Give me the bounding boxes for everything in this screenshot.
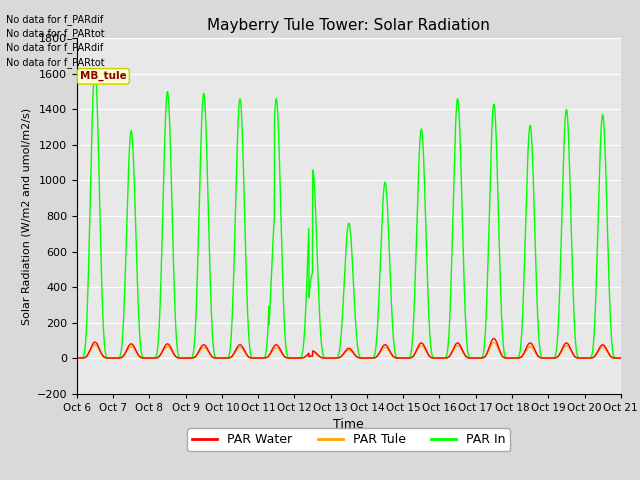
X-axis label: Time: Time: [333, 418, 364, 431]
Text: No data for f_PARdif: No data for f_PARdif: [6, 13, 104, 24]
Text: No data for f_PARtot: No data for f_PARtot: [6, 28, 105, 39]
Text: No data for f_PARdif: No data for f_PARdif: [6, 42, 104, 53]
Legend: PAR Water, PAR Tule, PAR In: PAR Water, PAR Tule, PAR In: [188, 428, 510, 451]
Text: No data for f_PARtot: No data for f_PARtot: [6, 57, 105, 68]
Y-axis label: Solar Radiation (W/m2 and umol/m2/s): Solar Radiation (W/m2 and umol/m2/s): [21, 108, 31, 324]
Text: MB_tule: MB_tule: [80, 71, 127, 82]
Title: Mayberry Tule Tower: Solar Radiation: Mayberry Tule Tower: Solar Radiation: [207, 18, 490, 33]
